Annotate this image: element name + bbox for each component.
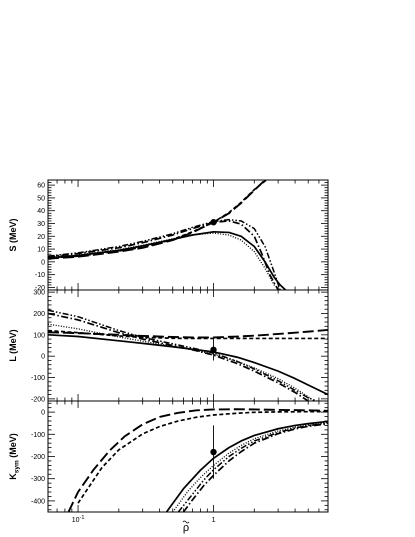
- y-tick-label: 100: [33, 332, 45, 339]
- data-point: [210, 219, 217, 226]
- series-line-long-dash: [48, 328, 328, 339]
- panel-symmetry-energy: -20 -10 0 10 20 30 40 50 60 S (MeV): [8, 179, 329, 292]
- y-tick-label: 0: [41, 354, 45, 361]
- series-line-solid: [48, 333, 328, 396]
- y-tick-label: 200: [33, 311, 45, 318]
- series-line-dotted: [172, 421, 328, 512]
- y-axis-title: L (MeV): [8, 329, 18, 361]
- y-tick-label: -10: [35, 272, 45, 279]
- tilde-accent: [182, 520, 190, 524]
- y-tick-label: 50: [37, 195, 45, 202]
- series-line-solid: [165, 420, 328, 512]
- plot-frame: [47, 400, 329, 513]
- y-tick-label: -100: [31, 432, 45, 439]
- series-line-dash-dot-dot: [177, 422, 328, 512]
- data-point: [210, 346, 217, 353]
- y-tick-label: 0: [41, 410, 45, 417]
- series-line-dash-dot: [48, 220, 279, 290]
- y-tick-label: 40: [37, 208, 45, 215]
- x-tick-label: 10-1: [72, 515, 85, 524]
- y-tick-label: -200: [31, 396, 45, 403]
- series-line-short-dash: [77, 410, 328, 504]
- data-point: [210, 448, 217, 456]
- series-line-short-dash: [48, 180, 267, 259]
- series-line-dotted: [48, 323, 315, 401]
- y-tick-label: -200: [31, 454, 45, 461]
- y-tick-label: -400: [31, 498, 45, 505]
- panel-curvature-ksym: -400 -300 -200 -100 0 Ksym (MeV) 10-1 1 ρ: [8, 400, 329, 534]
- y-tick-label: -20: [35, 285, 45, 292]
- series-line-long-dash: [67, 408, 328, 512]
- y-tick-label: 60: [37, 183, 45, 190]
- y-axis-title: Ksym (MeV): [8, 433, 21, 480]
- x-tick-label: 1: [212, 517, 216, 524]
- y-tick-label: 300: [33, 290, 45, 297]
- y-axis-title: S (MeV): [8, 218, 18, 251]
- y-tick-label: 0: [41, 259, 45, 266]
- y-tick-label: 20: [37, 234, 45, 241]
- series-line-dash-dot: [48, 312, 309, 401]
- series-line-dash-dot: [182, 422, 328, 512]
- y-tick-label: 10: [37, 247, 45, 254]
- series-line-short-dash: [48, 329, 328, 340]
- y-tick-label: -300: [31, 476, 45, 483]
- y-tick-label: 30: [37, 221, 45, 228]
- x-axis-title: ρ: [183, 522, 189, 534]
- plot-frame: [47, 289, 329, 402]
- panel-slope-l: -200 -100 0 100 200 300 L (MeV): [8, 289, 329, 403]
- y-tick-label: -100: [31, 375, 45, 382]
